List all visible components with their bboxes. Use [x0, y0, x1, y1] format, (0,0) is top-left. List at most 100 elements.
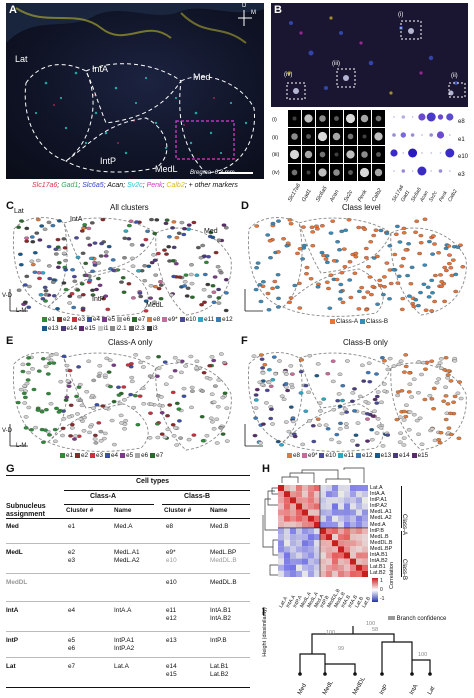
- heatmap-cell: [302, 509, 308, 516]
- heatmap-cell: [362, 509, 368, 516]
- cell-dot: [345, 359, 350, 363]
- cell-dot: [47, 361, 52, 366]
- cell-dot: [439, 280, 445, 284]
- thumbnail-signal: [318, 168, 327, 177]
- table-cell: Lat.A: [114, 663, 129, 670]
- cell-dot: [189, 281, 195, 286]
- inset-box-iii: [336, 68, 356, 88]
- dot-plot-dot: [401, 169, 406, 173]
- marker-name: Sv2c: [127, 182, 143, 189]
- cell-dot: [96, 276, 101, 281]
- cell-dot: [129, 379, 135, 384]
- cell-dot: [74, 394, 79, 399]
- cell-dot: [26, 305, 32, 309]
- cell-dot: [254, 266, 259, 270]
- cell-dot: [133, 394, 138, 398]
- legend-swatch: [287, 452, 292, 458]
- thumbnail-signal: [306, 134, 311, 139]
- cell-dot: [37, 276, 42, 281]
- inset-box-i: [400, 20, 422, 40]
- cell-dot: [330, 219, 336, 223]
- cell-dot: [308, 277, 314, 281]
- cell-dot: [337, 404, 343, 409]
- cell-dot: [83, 261, 89, 266]
- cell-dot: [275, 273, 281, 277]
- cell-dot: [216, 287, 221, 292]
- cell-dot: [55, 245, 61, 249]
- panel-c-title: All clusters: [110, 203, 149, 212]
- cell-dot: [365, 290, 371, 294]
- cell-dot: [385, 433, 391, 437]
- cell-dot: [257, 283, 263, 287]
- inta-outline: [85, 63, 182, 124]
- cell-dot: [378, 283, 383, 288]
- cell-dot: [213, 250, 219, 255]
- cell-dot: [128, 219, 134, 223]
- legend-swatch: [90, 452, 96, 458]
- cell-dot: [448, 411, 453, 416]
- cell-dot: [429, 278, 435, 283]
- cell-dot: [419, 442, 425, 446]
- cell-dot: [39, 410, 45, 414]
- panel-f-label: F: [241, 335, 248, 347]
- cell-dot: [172, 356, 178, 360]
- cell-dot: [417, 251, 422, 256]
- cell-dot: [50, 223, 56, 228]
- heatmap-cell: [356, 497, 362, 504]
- heatmap-cell: [362, 534, 368, 541]
- cell-dot: [431, 407, 436, 411]
- cell-dot: [23, 395, 28, 400]
- cell-dot: [374, 401, 380, 405]
- cell-dot: [137, 394, 143, 398]
- heatmap-cell: [350, 552, 356, 559]
- cell-dot: [105, 307, 111, 312]
- cell-dot: [452, 359, 458, 363]
- heatmap-cell: [362, 564, 368, 571]
- legend-swatch: [338, 452, 343, 458]
- cell-dot: [46, 391, 51, 396]
- heatmap-cell: [278, 497, 284, 504]
- cell-dot: [387, 297, 392, 301]
- legend-swatch: [60, 325, 66, 331]
- heatmap-cell: [302, 558, 308, 565]
- heatmap-cell: [314, 509, 320, 516]
- cell-dot: [447, 261, 452, 266]
- marker-name: Acan: [107, 182, 124, 189]
- cell-dot: [130, 256, 135, 261]
- cell-dot: [374, 431, 380, 435]
- heatmap-cell: [356, 503, 362, 510]
- thumbnail-signal: [346, 150, 355, 159]
- cell-dot: [260, 366, 265, 370]
- cell-dot: [194, 359, 200, 363]
- legend-item: e13: [374, 452, 391, 459]
- cell-dot: [363, 246, 369, 251]
- cell-dot: [361, 295, 367, 300]
- cell-dot: [142, 264, 148, 268]
- legend-swatch: [120, 452, 126, 458]
- heatmap-cell: [290, 540, 296, 547]
- thumbnail-signal: [376, 152, 381, 157]
- cell-dot: [414, 219, 420, 223]
- legend-item: e3: [72, 315, 85, 324]
- heatmap-cell: [296, 497, 302, 504]
- cell-dot: [145, 355, 151, 360]
- correlation-heatmap: [278, 485, 368, 577]
- heatmap-cell: [320, 509, 326, 516]
- cell-dot: [61, 237, 67, 241]
- heatmap-cell: [314, 491, 320, 498]
- cell-dot: [283, 385, 289, 389]
- cell-dot: [392, 252, 398, 257]
- cell-dot: [202, 254, 207, 258]
- cell-dot: [119, 421, 124, 425]
- cell-dot: [385, 367, 391, 372]
- thumbnail-signal: [332, 132, 341, 141]
- table-cell: MedDL.B: [210, 579, 237, 586]
- region-med-label: Med: [204, 228, 218, 235]
- cell-dot: [190, 389, 195, 393]
- table-cell: IntP.A1: [114, 637, 135, 644]
- legend-swatch: [393, 452, 399, 458]
- legend-swatch: [72, 316, 78, 322]
- marker-legend: Slc17a6; Gad1; Slc6a5; Acan; Sv2c; Penk;…: [32, 182, 238, 189]
- legend-item: Class-B: [360, 318, 388, 325]
- cell-dot: [211, 300, 217, 304]
